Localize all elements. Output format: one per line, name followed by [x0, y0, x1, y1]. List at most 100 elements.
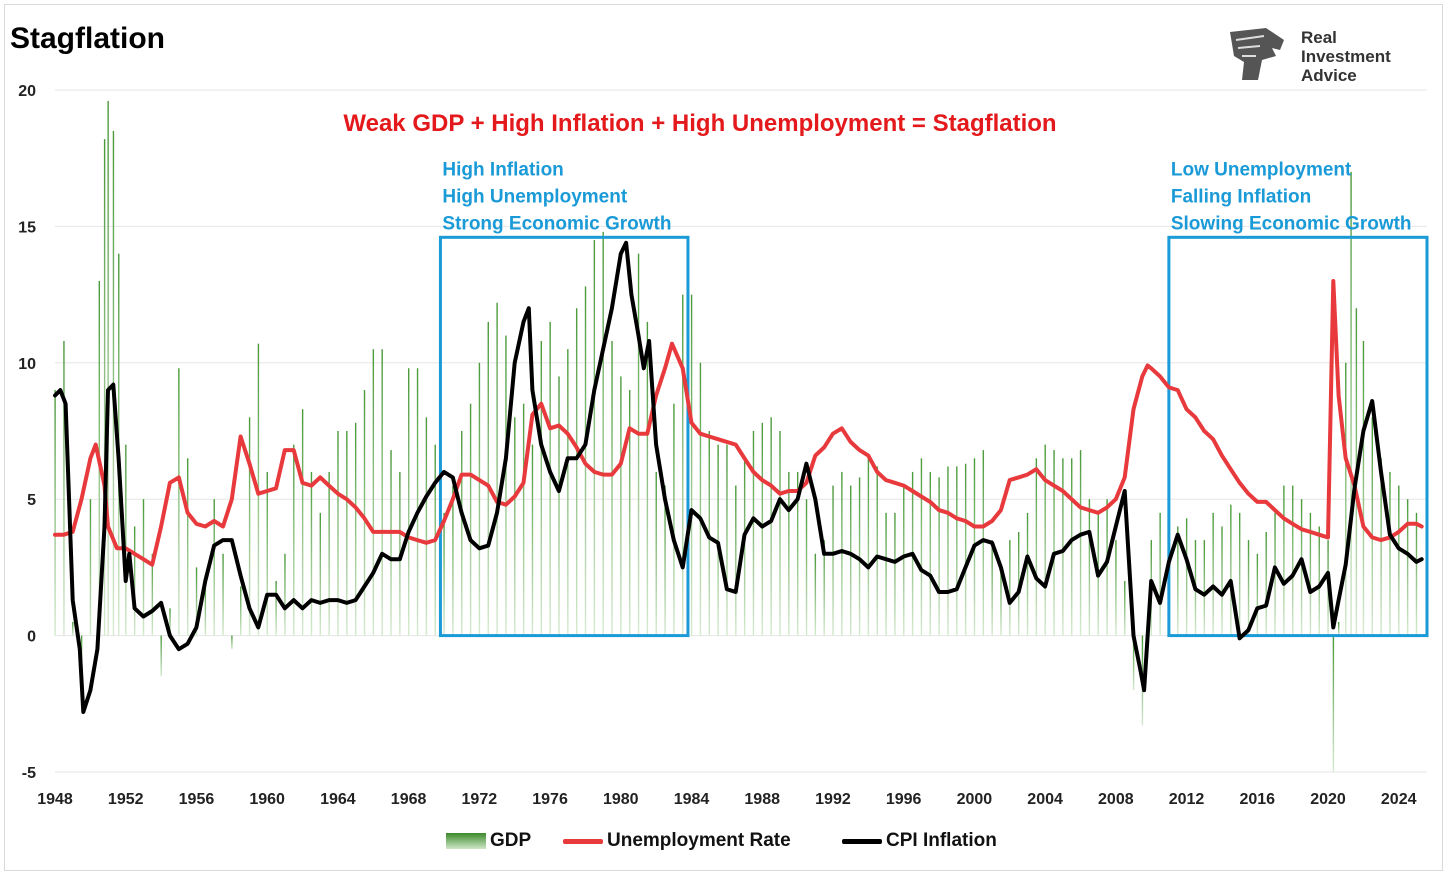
gdp-bar	[443, 512, 445, 636]
gdp-bar	[805, 499, 808, 636]
gdp-bar	[620, 376, 622, 636]
gdp-bar	[867, 458, 870, 636]
gdp-bar	[63, 340, 65, 636]
gdp-bar	[1088, 499, 1091, 636]
y-tick-label: -5	[22, 765, 36, 782]
legend-item-unemployment: Unemployment Rate	[563, 830, 791, 852]
gdp-bar	[770, 417, 772, 636]
gdp-bar	[673, 403, 675, 636]
gdp-bar	[779, 431, 781, 636]
gdp-bar	[514, 417, 516, 636]
gdp-bar	[646, 321, 649, 636]
logo-line-2: Investment	[1301, 47, 1391, 66]
gdp-bar	[1026, 512, 1029, 636]
gdp-bar	[1362, 340, 1365, 636]
gdp-bar	[531, 444, 534, 636]
annotation-boxes	[438, 235, 1429, 638]
gdp-bar	[1071, 458, 1073, 636]
gdp-bar	[1212, 512, 1214, 636]
gdp-bar	[1115, 540, 1117, 636]
gdp-bar	[293, 444, 295, 636]
gdp-bar	[107, 100, 109, 636]
x-tick-label: 1976	[532, 791, 568, 808]
legend-item-cpi: CPI Inflation	[842, 830, 997, 852]
gdp-bar	[717, 444, 719, 636]
gdp-bar	[761, 422, 764, 636]
gdp-bar	[319, 512, 322, 636]
gdp-bar	[1053, 450, 1055, 636]
gdp-bar	[1035, 458, 1038, 636]
gdp-bar	[452, 485, 454, 636]
legend-label-unemployment: Unemployment Rate	[607, 830, 791, 851]
gdp-bar	[823, 540, 825, 636]
annotation-line: High Unemployment	[442, 186, 627, 207]
gdp-bar	[425, 417, 428, 636]
annotation-line: Low Unemployment	[1171, 159, 1352, 180]
x-tick-label: 1964	[320, 791, 356, 808]
series-lines	[53, 240, 1424, 714]
gdp-bar	[72, 621, 74, 636]
logo-line-3: Advice	[1301, 66, 1357, 85]
gdp-bar	[920, 458, 923, 636]
gdp-bar	[1177, 526, 1179, 636]
x-tick-label: 1992	[815, 791, 851, 808]
annotation-box	[438, 235, 690, 638]
gdp-bar	[1389, 471, 1391, 636]
gdp-bar	[1132, 635, 1135, 691]
x-tick-label: 1972	[462, 791, 498, 808]
annotation-line: Strong Economic Growth	[442, 213, 671, 234]
x-tick-label: 2024	[1381, 791, 1417, 808]
chart-subtitle: Weak GDP + High Inflation + High Unemplo…	[343, 110, 1056, 137]
gdp-bar	[735, 485, 737, 636]
y-tick-label: 5	[27, 492, 36, 509]
gdp-bar	[1230, 504, 1232, 636]
annotation-line: High Inflation	[442, 159, 563, 180]
gdp-bar	[496, 302, 498, 636]
y-tick-label: 15	[18, 219, 36, 236]
gdp-bar	[328, 471, 330, 636]
gdp-bar	[133, 526, 136, 636]
gdp-bar	[1337, 621, 1340, 636]
gdp-bar	[832, 485, 834, 636]
gdp-bar	[682, 294, 684, 636]
unemployment-line	[53, 279, 1424, 567]
gdp-bar	[363, 390, 366, 636]
gdp-bar	[231, 635, 233, 650]
gdp-bar	[690, 294, 693, 636]
gdp-bar	[169, 608, 171, 636]
gdp-bar	[187, 458, 189, 636]
x-axis-ticks: 1948 1952 1956 1960 1964 1968 1972 1976 1980 1984…	[37, 791, 1416, 808]
gdp-bar	[142, 499, 145, 636]
x-tick-label: 1956	[179, 791, 215, 808]
gdp-bar	[248, 417, 251, 636]
gdp-bar	[1009, 540, 1011, 636]
gdp-bar	[54, 390, 56, 636]
x-tick-label: 2020	[1310, 791, 1346, 808]
annotation-line: Falling Inflation	[1171, 186, 1311, 207]
gdp-bar	[1159, 512, 1161, 636]
gdp-bar	[469, 403, 472, 636]
gdp-bar	[850, 485, 852, 636]
gdp-bar	[699, 362, 702, 636]
gdp-bar	[602, 231, 604, 636]
gdp-bar	[1332, 635, 1335, 772]
gdp-bar	[337, 431, 339, 636]
gdp-bar	[540, 340, 543, 636]
gdp-bar	[991, 540, 993, 636]
gdp-bar	[575, 308, 578, 636]
legend: GDP Unemployment Rate CPI Inflation	[0, 830, 1449, 856]
x-tick-label: 2004	[1027, 791, 1063, 808]
gdp-bar	[266, 471, 268, 636]
gdp-bar	[240, 586, 242, 636]
page-title: Stagflation	[10, 22, 165, 55]
gdp-bar	[1062, 458, 1064, 636]
gdp-bar	[346, 431, 348, 636]
gdp-bar	[611, 340, 613, 636]
gdp-bar	[381, 349, 383, 636]
x-tick-label: 1996	[886, 791, 922, 808]
gdp-bar	[814, 553, 817, 636]
x-tick-label: 1952	[108, 791, 144, 808]
gdp-bar	[178, 368, 180, 636]
gdp-bar	[1106, 499, 1108, 636]
